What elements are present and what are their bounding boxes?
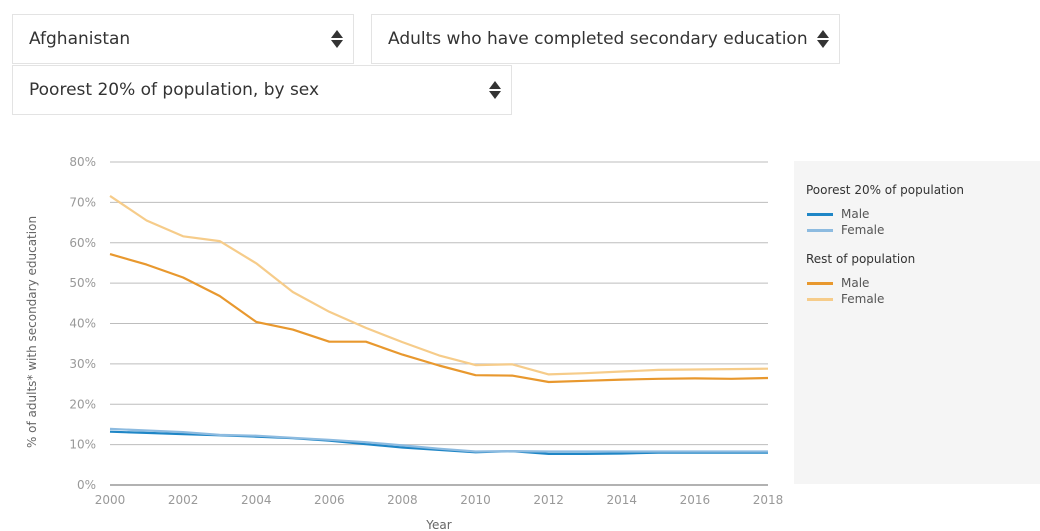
y-tick-label: 80%	[69, 155, 96, 169]
legend-swatch	[807, 228, 833, 232]
x-tick-label: 2002	[168, 493, 199, 507]
legend-item: Male	[807, 206, 1040, 222]
series-line-1	[109, 427, 768, 453]
breakdown-select-value: Poorest 20% of population, by sex	[29, 80, 320, 100]
legend-swatch	[807, 281, 833, 285]
select-arrows-icon	[331, 28, 343, 50]
legend-label: Male	[841, 207, 870, 221]
indicator-select[interactable]: Adults who have completed secondary educ…	[371, 14, 840, 64]
chart-grid	[110, 161, 768, 486]
x-tick-label: 2018	[753, 493, 784, 507]
x-tick-label: 2014	[607, 493, 638, 507]
select-arrows-icon	[817, 28, 829, 50]
legend-label: Male	[841, 276, 870, 290]
y-tick-label: 0%	[77, 478, 96, 492]
y-tick-label: 70%	[69, 195, 96, 209]
y-tick-label: 40%	[69, 317, 96, 331]
x-axis-title: Year	[425, 518, 451, 531]
x-axis-ticks: 2000 2002 2004 2006 2008 2010 2012 2014 2016 2018	[95, 493, 784, 507]
x-tick-label: 2012	[533, 493, 564, 507]
legend-item: Male	[807, 275, 1040, 291]
x-tick-label: 2000	[95, 493, 126, 507]
y-tick-label: 60%	[69, 236, 96, 250]
country-select-value: Afghanistan	[29, 29, 131, 49]
legend-label: Female	[841, 223, 885, 237]
legend-swatch	[807, 212, 833, 216]
chart-legend: Poorest 20% of population Male Female Rest …	[794, 161, 1040, 484]
y-tick-label: 20%	[69, 397, 96, 411]
x-tick-label: 2004	[241, 493, 272, 507]
legend-group: Rest of population Male Female	[806, 252, 1040, 307]
line-chart: 0%10%20%30%40%50%60%70%80% 2000 2002 2004 2…	[25, 155, 784, 531]
legend-group: Poorest 20% of population Male Female	[806, 183, 1040, 238]
series-line-3	[109, 194, 769, 376]
y-tick-label: 30%	[69, 357, 96, 371]
legend-swatch	[807, 297, 833, 301]
indicator-select-value: Adults who have completed secondary educ…	[388, 29, 808, 49]
series-line-2	[109, 253, 769, 384]
y-axis-ticks: 0% 10% 20% 30% 40% 50% 60% 70% 80%	[69, 155, 96, 492]
legend-group-title: Rest of population	[806, 252, 916, 266]
y-axis-title: % of adults* with secondary education	[25, 216, 39, 448]
legend-item: Female	[807, 291, 1040, 307]
y-tick-label: 50%	[69, 276, 96, 290]
x-tick-label: 2006	[314, 493, 345, 507]
y-tick-label: 10%	[69, 438, 96, 452]
country-select[interactable]: Afghanistan	[12, 14, 354, 64]
x-tick-label: 2008	[387, 493, 418, 507]
breakdown-select[interactable]: Poorest 20% of population, by sex	[12, 65, 512, 115]
chart-series	[109, 194, 769, 455]
legend-group-title: Poorest 20% of population	[806, 183, 965, 197]
legend-item: Female	[807, 222, 1040, 238]
select-arrows-icon	[489, 79, 501, 101]
x-tick-label: 2016	[680, 493, 711, 507]
x-tick-label: 2010	[460, 493, 491, 507]
legend-label: Female	[841, 292, 885, 306]
